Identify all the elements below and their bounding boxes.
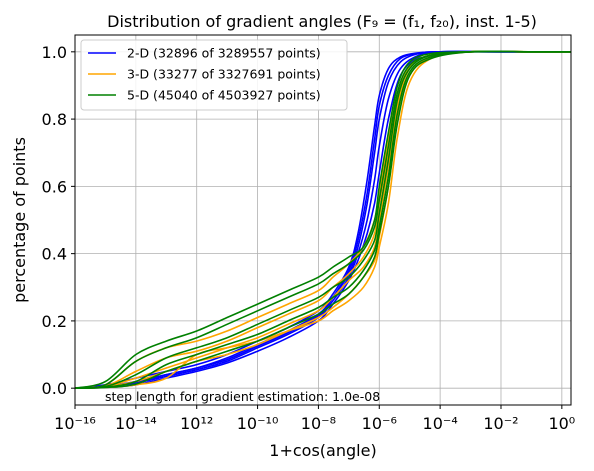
y-tick-label: 0.2 [42,312,67,331]
x-tick-label: 10⁻⁶ [362,414,397,433]
x-tick-label: 10⁻¹⁶ [54,414,96,433]
series-lines [74,50,571,389]
series-3-curve-5 [74,50,571,389]
y-axis-ticks: 0.0 0.2 0.4 0.6 0.8 1.0 [42,43,75,398]
y-axis-label: percentage of points [10,137,29,303]
y-tick-label: 0.8 [42,110,67,129]
series-2-curve-4 [74,50,571,389]
x-tick-label: 10⁰ [548,414,575,433]
y-tick-label: 0.0 [42,379,67,398]
legend-box [80,39,348,111]
x-tick-label: 10⁻⁴ [423,414,458,433]
legend-label-1: 2-D (32896 of 3289557 points) [127,46,321,61]
x-tick-label: 10⁻⁸ [301,414,336,433]
x-tick-label: 10⁻¹⁴ [115,414,157,433]
series-1-curve-5 [74,50,571,389]
step-length-annotation: step length for gradient estimation: 1.0… [105,389,380,404]
x-axis-ticks: 10⁻¹⁶ 10⁻¹⁴ 10¹² 10⁻¹⁰ 10⁻⁸ 10⁻⁶ 10⁻⁴ 10⁻² 10⁰ [54,405,575,433]
chart-title: Distribution of gradient angles (F₉ = (f… [107,12,537,31]
x-tick-label: 10⁻² [483,414,518,433]
y-tick-label: 0.6 [42,177,67,196]
y-tick-label: 1.0 [42,43,67,62]
y-tick-label: 0.4 [42,245,67,264]
series-3-curve-3 [74,50,571,389]
legend: 2-D (32896 of 3289557 points) 3-D (33277 … [80,39,348,111]
x-axis-label: 1+cos(angle) [269,441,376,460]
series-3-curve-1 [74,50,571,389]
x-tick-label: 10⁻¹⁰ [237,414,279,433]
legend-label-3: 5-D (45040 of 4503927 points) [127,88,321,103]
x-tick-label: 10¹² [180,414,213,433]
series-3-curve-4 [74,50,571,389]
legend-label-2: 3-D (33277 of 3327691 points) [127,67,321,82]
plot-frame [74,34,572,406]
